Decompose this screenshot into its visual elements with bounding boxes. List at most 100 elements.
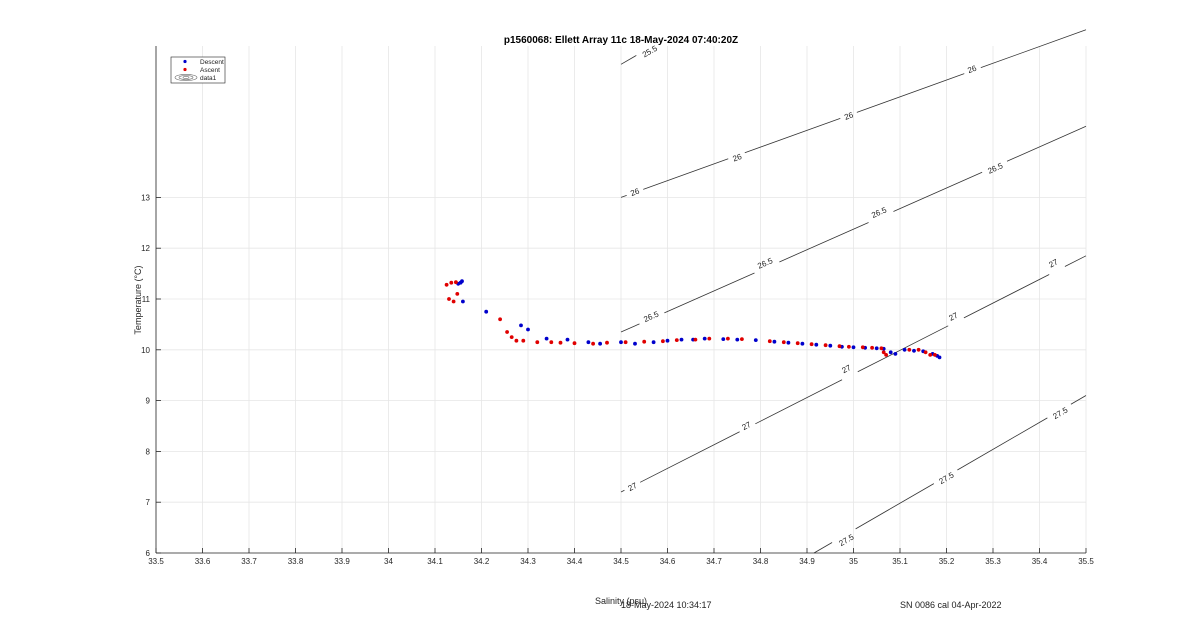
descent-point: [598, 341, 602, 346]
contour-line-26-5: [1006, 125, 1087, 162]
chart-title: p1560068: Ellett Array 11c 18-May-2024 0…: [504, 35, 738, 46]
axes: 33.5 33.6 33.7 33.8 33.9 34 34.1 34.2 34.3 34.4 34…: [141, 46, 1094, 566]
ascent-point: [879, 346, 884, 351]
contour-line-27-5: [1070, 395, 1087, 405]
contour-label-27: 27: [627, 481, 640, 493]
descent-point: [753, 338, 758, 342]
descent-point: [679, 337, 684, 342]
x-tick-label: 35.2: [939, 557, 955, 566]
contour-line-26-5: [620, 323, 640, 333]
footer-serial-calibration: SN 0086 cal 04-Apr-2022: [900, 600, 1002, 610]
ascent-point: [881, 350, 886, 355]
descent-point: [772, 339, 777, 344]
descent-point: [814, 342, 819, 347]
ascent-point: [870, 345, 874, 350]
ascent-point: [795, 341, 800, 346]
contour-line-26: [643, 158, 729, 190]
contour-label-26-5: 26.5: [870, 205, 888, 220]
contour-label-26: 26: [843, 110, 855, 122]
y-tick-label: 10: [141, 346, 150, 355]
contour-line-26: [856, 73, 965, 113]
ascent-point: [726, 336, 730, 341]
descent-point: [702, 336, 707, 341]
ascent-point: [572, 341, 577, 346]
descent-point: [565, 337, 570, 342]
legend-ascent-marker: [183, 67, 187, 72]
ascent-point: [591, 341, 595, 346]
contour-label-26: 26: [732, 152, 744, 164]
ascent-point: [451, 299, 456, 304]
ascent-point: [740, 337, 744, 341]
contour-line-27-5: [813, 542, 833, 554]
ascent-point: [933, 353, 937, 357]
ascent-point: [558, 340, 563, 345]
descent-point: [735, 337, 740, 342]
contour-label-26: 26: [629, 186, 641, 198]
descent-point: [460, 279, 464, 284]
ascent-point: [661, 339, 665, 344]
legend-data1-icon: [174, 74, 198, 82]
ascent-point: [605, 340, 609, 345]
ascent-point: [509, 335, 514, 339]
ascent-point: [447, 297, 451, 301]
descent-point: [544, 336, 549, 341]
descent-point: [484, 309, 489, 314]
ascent-point: [444, 282, 449, 287]
x-tick-label: 34: [384, 557, 393, 566]
contour-label-27: 27: [947, 311, 960, 323]
x-tick-label: 33.8: [288, 557, 304, 566]
ascent-point: [767, 339, 772, 344]
ascent-point: [916, 347, 921, 352]
x-tick-label: 34.8: [753, 557, 769, 566]
contour-line-27-5: [957, 417, 1048, 471]
x-tick-label: 34.4: [567, 557, 583, 566]
descent-point: [851, 345, 856, 350]
descent-point: [828, 343, 833, 348]
ascent-point: [498, 317, 502, 322]
ascent-point: [455, 292, 460, 296]
descent-point: [902, 347, 907, 352]
ascent-point: [642, 339, 647, 344]
contour-line-26-5: [779, 222, 869, 263]
x-tick-label: 33.5: [148, 557, 164, 566]
ascent-point: [781, 340, 786, 345]
x-axis-label: Salinity (psu): [595, 596, 647, 606]
ascent-point: [505, 330, 509, 334]
ascent-point: [907, 347, 912, 352]
descent-point: [893, 352, 898, 356]
y-tick-label: 13: [141, 193, 150, 202]
x-tick-label: 35.5: [1078, 557, 1094, 566]
descent-point: [786, 340, 791, 345]
descent-point: [800, 341, 805, 346]
contour-label-27: 27: [841, 363, 854, 375]
legend-descent-label: Descent: [200, 59, 224, 66]
ascent-point: [823, 343, 828, 348]
descent-point: [874, 346, 879, 351]
contour-line-27: [620, 489, 625, 493]
x-tick-label: 35: [849, 557, 858, 566]
y-tick-label: 7: [146, 498, 151, 507]
y-tick-label: 12: [141, 244, 150, 253]
legend-data1-label: data1: [200, 75, 217, 82]
contour-line-26: [620, 194, 627, 198]
contour-label-26-5: 26.5: [986, 161, 1004, 176]
ascent-point: [623, 340, 628, 345]
contour-line-27: [755, 379, 843, 425]
y-tick-label: 11: [142, 295, 151, 304]
ascent-point: [521, 338, 526, 343]
legend-descent-marker: [183, 59, 187, 64]
contour-line-27: [963, 274, 1050, 319]
ascent-point: [549, 340, 554, 345]
contour-line-27-5: [855, 483, 935, 530]
ascent-point: [535, 340, 540, 345]
data-points: [444, 279, 942, 360]
ascent-point: [923, 350, 928, 355]
x-tick-label: 34.5: [613, 557, 629, 566]
ascent-point: [809, 342, 814, 347]
descent-point: [619, 340, 623, 345]
legend-ascent-label: Ascent: [200, 67, 220, 74]
contour-label-26: 26: [966, 63, 978, 75]
descent-point: [937, 355, 942, 360]
y-tick-label: 8: [146, 447, 151, 456]
